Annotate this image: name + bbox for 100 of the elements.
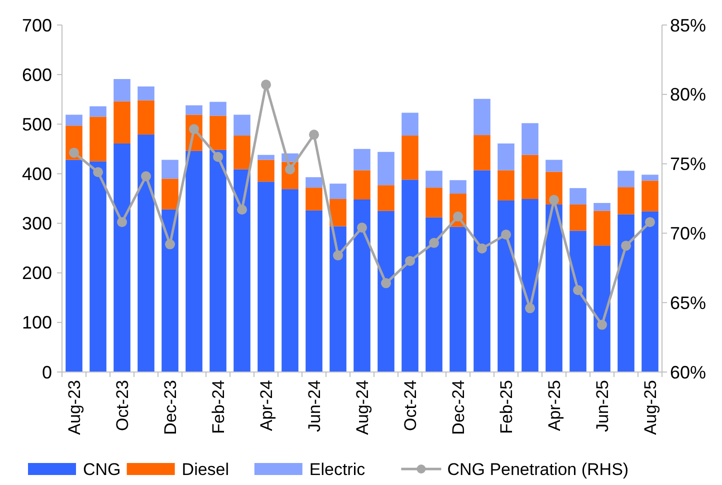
x-tick-label: Jun-25	[592, 380, 612, 432]
x-tick-label: Feb-24	[208, 380, 228, 434]
y-tick-label: 500	[22, 114, 52, 134]
bar	[618, 187, 634, 214]
bar	[66, 114, 82, 126]
point	[621, 240, 631, 251]
bar	[498, 143, 514, 170]
bar	[162, 209, 178, 372]
bar	[186, 105, 202, 115]
bar	[114, 79, 130, 102]
point	[477, 243, 487, 254]
bar	[522, 123, 538, 155]
x-tick-label: Dec-24	[448, 380, 468, 435]
point	[453, 212, 463, 222]
point	[117, 217, 127, 228]
y2-tick-label: 70%	[670, 224, 706, 244]
point	[597, 320, 607, 330]
y2-tick-label: 75%	[670, 154, 706, 174]
bar	[618, 170, 634, 188]
bar	[234, 169, 250, 372]
bar	[306, 188, 322, 210]
point	[429, 238, 439, 248]
x-tick-label: Feb-25	[496, 380, 516, 434]
bar	[402, 112, 418, 136]
bar	[498, 200, 514, 372]
bar	[378, 152, 394, 186]
bar	[450, 180, 466, 194]
bar	[618, 214, 634, 372]
y-tick-label: 600	[22, 64, 52, 85]
bar	[210, 150, 226, 372]
bar	[498, 170, 514, 200]
point	[285, 164, 295, 174]
x-tick-label: Jun-24	[304, 380, 324, 432]
legend-label: CNG Penetration (RHS)	[447, 460, 629, 479]
bar	[330, 184, 346, 199]
bar	[426, 188, 442, 218]
bar	[162, 160, 178, 179]
y2-tick-label: 65%	[670, 292, 706, 313]
bar	[378, 185, 394, 211]
bar	[594, 210, 610, 246]
x-tick-label: Dec-23	[160, 380, 180, 435]
bar	[90, 161, 106, 372]
bar	[354, 148, 370, 170]
bar	[642, 180, 658, 212]
bar	[66, 160, 82, 372]
bar	[594, 202, 610, 211]
point	[309, 130, 319, 140]
bar	[570, 204, 586, 231]
legend-label: CNG	[83, 460, 121, 479]
bar	[570, 230, 586, 372]
bar	[186, 150, 202, 372]
y2-tick-label: 85%	[670, 15, 706, 36]
bar	[522, 154, 538, 199]
bar	[90, 106, 106, 117]
point	[381, 278, 391, 288]
x-tick-label: Oct-23	[112, 380, 132, 432]
bar	[138, 86, 154, 100]
bar	[114, 143, 130, 372]
point	[237, 204, 247, 215]
point	[645, 217, 655, 228]
bar	[570, 188, 586, 204]
bar	[234, 114, 250, 136]
bar	[306, 177, 322, 188]
bar	[210, 102, 226, 116]
point	[93, 167, 103, 178]
bar	[426, 170, 442, 188]
y-tick-label: 100	[22, 312, 52, 333]
x-tick-label: Apr-25	[544, 380, 564, 432]
bar	[546, 204, 562, 372]
legend-label: Electric	[309, 460, 366, 479]
y-tick-label: 200	[22, 263, 52, 284]
bar	[426, 217, 442, 372]
point	[69, 148, 79, 158]
bar	[138, 100, 154, 135]
bar	[474, 98, 490, 136]
point	[549, 194, 559, 205]
bar	[402, 180, 418, 372]
bar	[354, 199, 370, 372]
point	[405, 256, 415, 266]
legend-label: Diesel	[182, 460, 230, 479]
bar	[402, 136, 418, 180]
x-tick-label: Apr-24	[256, 380, 276, 432]
point	[261, 80, 271, 90]
bar	[330, 198, 346, 226]
bar	[594, 246, 610, 372]
point	[141, 171, 151, 182]
point	[573, 285, 583, 296]
y2-tick-label: 60%	[670, 362, 706, 382]
y-tick-label: 300	[22, 214, 52, 234]
bar	[642, 211, 658, 372]
bar	[258, 154, 274, 160]
bar	[378, 210, 394, 372]
bar	[210, 116, 226, 150]
x-tick-label: Aug-25	[640, 380, 660, 435]
bar	[450, 226, 466, 372]
point	[525, 303, 535, 314]
y-tick-label: 400	[22, 164, 52, 184]
bar	[330, 226, 346, 372]
bar	[522, 198, 538, 372]
bar	[474, 170, 490, 372]
